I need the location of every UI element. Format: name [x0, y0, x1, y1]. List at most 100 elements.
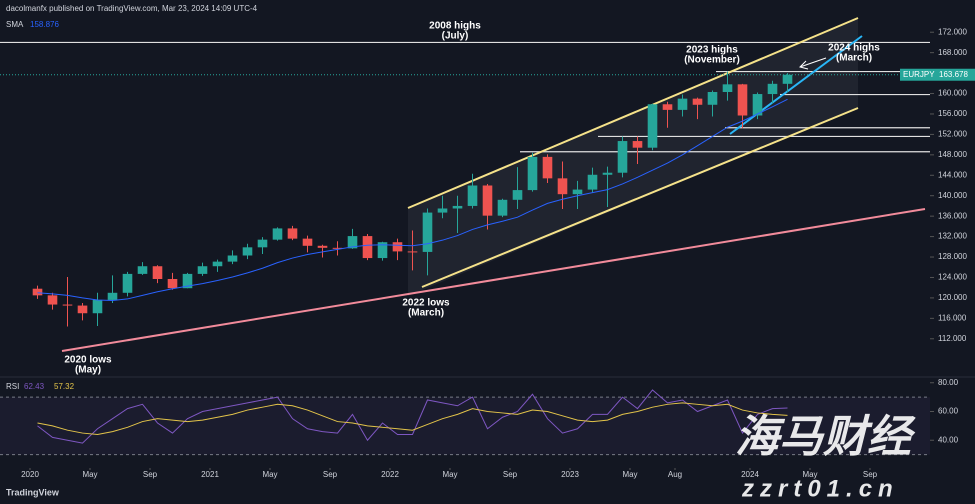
- trendline: [61, 208, 926, 352]
- candle-body: [692, 98, 703, 105]
- support-line: [729, 35, 863, 135]
- annotation: 2020 lows: [64, 355, 112, 366]
- annotation: (May): [75, 365, 101, 376]
- rsi-tick-label: 60.00: [938, 407, 959, 416]
- y-tick-label: 140.000: [938, 191, 967, 200]
- candle-body: [47, 295, 58, 305]
- candle-body: [182, 273, 193, 289]
- candle-body: [737, 84, 748, 116]
- candle-body: [512, 190, 523, 200]
- candle-body: [347, 236, 358, 249]
- x-tick-label: Sep: [143, 470, 158, 479]
- candle-body: [272, 228, 283, 240]
- annotation: 2023 highs: [686, 45, 738, 56]
- rsi-tick-label: 40.00: [938, 435, 959, 444]
- annotation: (November): [684, 55, 740, 66]
- candle-body: [557, 178, 568, 195]
- sma-legend-value: 158.876: [30, 20, 59, 29]
- symbol-tag: [900, 68, 936, 81]
- candle-body: [617, 141, 628, 173]
- watermark: zzrt01.cn: [741, 475, 899, 502]
- x-tick-label: 2024: [741, 470, 759, 479]
- candle-body: [197, 266, 208, 274]
- candle-body: [62, 304, 73, 306]
- candle-body: [317, 245, 328, 248]
- candle-body: [647, 104, 658, 148]
- x-tick-label: 2023: [561, 470, 579, 479]
- y-tick-label: 168.000: [938, 48, 967, 57]
- candle-body: [212, 261, 223, 267]
- annotation: (March): [408, 308, 444, 319]
- candle-body: [722, 84, 733, 92]
- x-tick-label: May: [622, 470, 637, 479]
- candle-body: [257, 239, 268, 248]
- candle-body: [497, 199, 508, 216]
- levels: [0, 41, 930, 153]
- candle-body: [422, 212, 433, 252]
- candle-body: [602, 172, 613, 175]
- candle-body: [77, 305, 88, 314]
- rsi-legend: RSI: [6, 382, 19, 391]
- arrow-head: [799, 60, 809, 70]
- arrow: [799, 57, 827, 68]
- candle-body: [242, 247, 253, 256]
- x-tick-label: 2022: [381, 470, 399, 479]
- candle-body: [302, 238, 313, 246]
- candle-body: [392, 242, 403, 252]
- y-tick-label: 120.000: [938, 293, 967, 302]
- y-tick-label: 144.000: [938, 170, 967, 179]
- candle-body: [632, 141, 643, 148]
- y-tick-label: 136.000: [938, 211, 967, 220]
- candle-body: [782, 74, 793, 84]
- y-tick-label: 160.000: [938, 89, 967, 98]
- candle-body: [167, 279, 178, 289]
- candle-body: [542, 156, 553, 179]
- candle-body: [527, 156, 538, 191]
- candle-body: [452, 205, 463, 209]
- x-tick-label: Sep: [863, 470, 878, 479]
- annotation: 2022 lows: [402, 298, 450, 309]
- candle-body: [137, 266, 148, 274]
- y-tick-label: 148.000: [938, 150, 967, 159]
- x-tick-label: 2021: [201, 470, 219, 479]
- x-tick-label: May: [442, 470, 457, 479]
- x-tick-label: May: [262, 470, 277, 479]
- y-tick-label: 124.000: [938, 273, 967, 282]
- rsi-line: [37, 389, 788, 444]
- footer: TradingView: [6, 487, 60, 497]
- candle-body: [332, 247, 343, 249]
- candle-body: [152, 266, 163, 280]
- y-tick-label: 156.000: [938, 109, 967, 118]
- candles: [32, 71, 793, 327]
- channel-upper: [407, 17, 859, 209]
- rsi-legend-value: 62.43: [24, 382, 45, 391]
- y-tick-label: 132.000: [938, 232, 967, 241]
- y-tick-label: 112.000: [938, 334, 967, 343]
- symbol-label: EURJPY: [903, 70, 935, 79]
- candle-body: [572, 189, 583, 195]
- annotation: 2024 highs: [828, 43, 880, 54]
- channel-lower: [421, 107, 859, 288]
- x-tick-label: Sep: [323, 470, 338, 479]
- y-tick-label: 116.000: [938, 313, 967, 322]
- candle-body: [407, 251, 418, 253]
- x-tick-label: Sep: [503, 470, 518, 479]
- y-tick-label: 128.000: [938, 252, 967, 261]
- price-tag: [936, 68, 975, 81]
- rsi-band: [0, 397, 930, 455]
- candle-body: [287, 228, 298, 239]
- x-tick-label: Aug: [668, 470, 682, 479]
- rsi-ma-legend-value: 57.32: [54, 382, 75, 391]
- y-tick-label: 172.000: [938, 27, 967, 36]
- annotation: (July): [442, 31, 469, 42]
- x-tick-label: May: [802, 470, 817, 479]
- price-label: 163.678: [939, 70, 968, 79]
- candle-body: [32, 288, 43, 296]
- candle-body: [107, 292, 118, 300]
- annotation: 2008 highs: [429, 21, 481, 32]
- candle-body: [92, 299, 103, 314]
- candle-body: [707, 91, 718, 105]
- header: dacolmanfx published on TradingView.com,…: [6, 4, 258, 13]
- x-tick-label: May: [82, 470, 97, 479]
